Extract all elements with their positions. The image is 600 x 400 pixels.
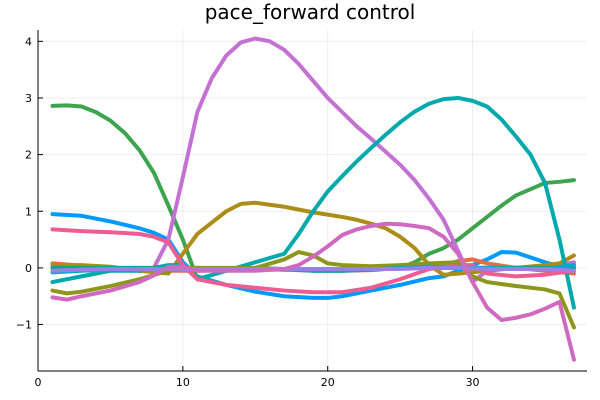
series-layer: [50, 36, 576, 362]
y-tick-label: 1: [25, 205, 32, 218]
series-line-13: [50, 221, 576, 362]
series-line-1: [50, 212, 576, 300]
series-line-4: [50, 36, 576, 285]
x-tick-label: 20: [321, 376, 335, 389]
y-tick-label: 4: [25, 35, 32, 48]
y-tick-label: 0: [25, 262, 32, 275]
x-tick-label: 10: [176, 376, 190, 389]
x-tick-label: 30: [466, 376, 480, 389]
y-tick-label: 2: [25, 149, 32, 162]
x-tick-label: 0: [35, 376, 42, 389]
chart-title: pace_forward control: [205, 0, 416, 24]
y-tick-label: 3: [25, 92, 32, 105]
axes-layer: 0 10 20 30 −1 0 1 2 3 4: [16, 30, 587, 389]
y-tick-label: −1: [16, 319, 32, 332]
series-line-12: [50, 265, 576, 273]
